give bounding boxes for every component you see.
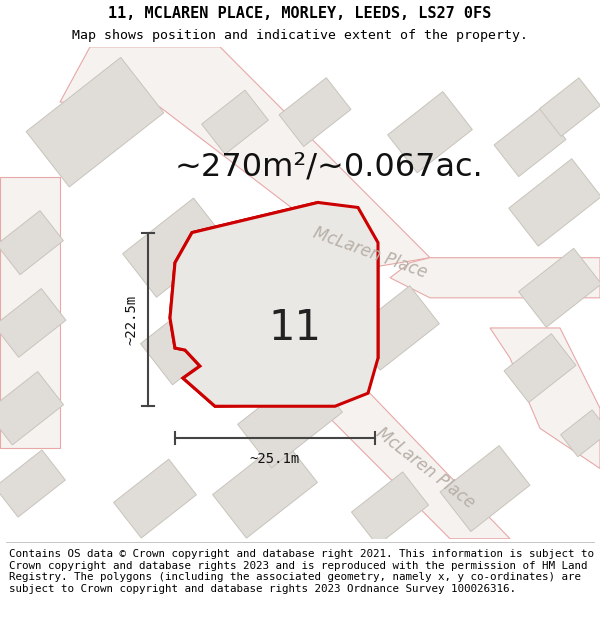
- Polygon shape: [350, 286, 439, 370]
- Polygon shape: [440, 446, 530, 531]
- Polygon shape: [202, 90, 268, 154]
- Polygon shape: [494, 108, 566, 177]
- Polygon shape: [0, 289, 66, 357]
- Polygon shape: [212, 439, 317, 538]
- Polygon shape: [504, 334, 576, 402]
- Polygon shape: [0, 450, 65, 517]
- PathPatch shape: [170, 202, 378, 406]
- Polygon shape: [113, 459, 196, 538]
- Text: Map shows position and indicative extent of the property.: Map shows position and indicative extent…: [72, 29, 528, 42]
- Polygon shape: [140, 291, 239, 385]
- Polygon shape: [279, 78, 351, 146]
- Polygon shape: [390, 258, 600, 298]
- Text: McLaren Place: McLaren Place: [372, 424, 478, 512]
- Text: 11: 11: [269, 307, 322, 349]
- Text: ~22.5m: ~22.5m: [124, 294, 138, 344]
- Polygon shape: [352, 472, 428, 546]
- Text: 11, MCLAREN PLACE, MORLEY, LEEDS, LS27 0FS: 11, MCLAREN PLACE, MORLEY, LEEDS, LS27 0…: [109, 6, 491, 21]
- Polygon shape: [539, 78, 600, 136]
- Polygon shape: [560, 410, 600, 457]
- Polygon shape: [238, 369, 343, 468]
- Polygon shape: [518, 248, 600, 328]
- Polygon shape: [388, 92, 472, 173]
- Text: ~25.1m: ~25.1m: [250, 452, 300, 466]
- Polygon shape: [509, 159, 600, 246]
- Polygon shape: [0, 371, 64, 445]
- Polygon shape: [0, 211, 64, 274]
- Text: McLaren Place: McLaren Place: [310, 224, 430, 282]
- Polygon shape: [122, 198, 227, 298]
- Polygon shape: [170, 202, 378, 406]
- Polygon shape: [0, 177, 60, 448]
- Polygon shape: [490, 328, 600, 469]
- Text: ~270m²/~0.067ac.: ~270m²/~0.067ac.: [175, 152, 484, 183]
- Polygon shape: [60, 47, 430, 268]
- Text: Contains OS data © Crown copyright and database right 2021. This information is : Contains OS data © Crown copyright and d…: [9, 549, 594, 594]
- Polygon shape: [300, 378, 510, 539]
- Polygon shape: [26, 58, 164, 187]
